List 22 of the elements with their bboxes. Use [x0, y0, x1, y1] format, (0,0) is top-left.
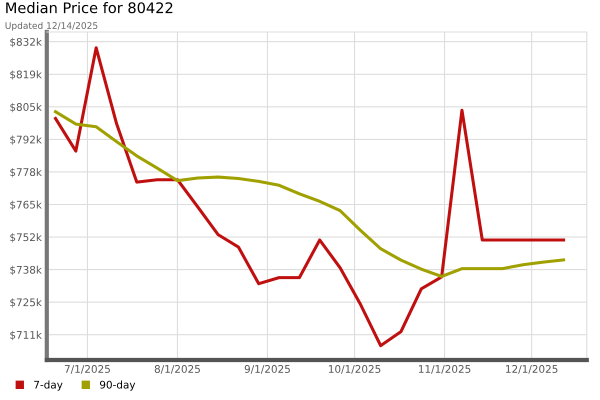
chart-subtitle: Updated 12/14/2025 [6, 22, 98, 31]
chart-title: Median Price for 80422 [6, 2, 172, 14]
x-tick-label: 8/1/2025 [154, 365, 200, 374]
y-tick-label: $752k [10, 233, 42, 243]
x-tick-label: 12/1/2025 [506, 365, 558, 374]
x-tick-label: 9/1/2025 [244, 365, 290, 374]
legend-label: 90-day [100, 380, 136, 391]
y-tick-label: $832k [10, 38, 42, 48]
x-tick-label: 7/1/2025 [64, 365, 110, 374]
y-tick-label: $738k [10, 266, 42, 276]
x-tick-label: 10/1/2025 [328, 365, 380, 374]
line-series [54, 110, 566, 278]
y-tick-label: $765k [10, 200, 42, 210]
y-tick-label: $778k [10, 168, 42, 178]
y-tick-label: $725k [10, 298, 42, 308]
x-tick-label: 11/1/2025 [418, 365, 470, 374]
y-tick-label: $792k [10, 135, 42, 145]
legend-label: 7-day [34, 380, 63, 391]
y-tick-label: $819k [10, 70, 42, 80]
y-tick-label: $711k [10, 330, 42, 340]
line-series [54, 46, 566, 348]
y-tick-label: $805k [10, 102, 42, 112]
